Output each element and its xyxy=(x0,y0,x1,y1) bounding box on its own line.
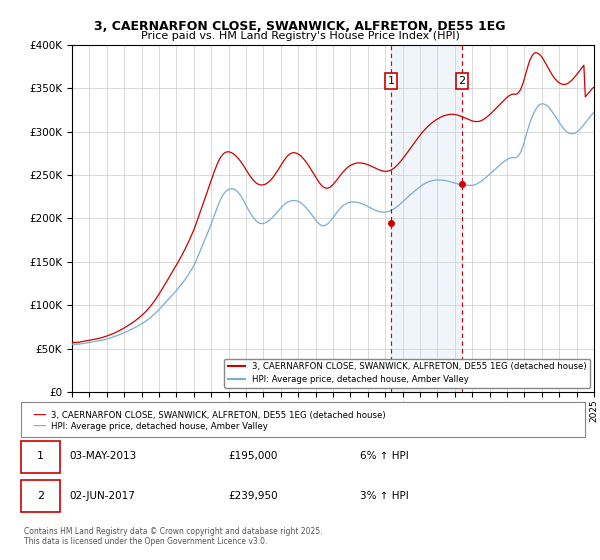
Text: £195,000: £195,000 xyxy=(228,451,277,461)
Legend: 3, CAERNARFON CLOSE, SWANWICK, ALFRETON, DE55 1EG (detached house), HPI: Average: 3, CAERNARFON CLOSE, SWANWICK, ALFRETON,… xyxy=(224,358,590,388)
Text: 3, CAERNARFON CLOSE, SWANWICK, ALFRETON, DE55 1EG (detached house): 3, CAERNARFON CLOSE, SWANWICK, ALFRETON,… xyxy=(51,411,386,420)
Text: 2: 2 xyxy=(458,76,466,86)
Text: 3, CAERNARFON CLOSE, SWANWICK, ALFRETON, DE55 1EG: 3, CAERNARFON CLOSE, SWANWICK, ALFRETON,… xyxy=(94,20,506,32)
Text: —: — xyxy=(32,409,46,422)
Text: £239,950: £239,950 xyxy=(228,491,278,501)
Text: 1: 1 xyxy=(37,451,44,461)
Text: 03-MAY-2013: 03-MAY-2013 xyxy=(69,451,136,461)
Bar xyxy=(391,45,462,392)
Text: Contains HM Land Registry data © Crown copyright and database right 2025.
This d: Contains HM Land Registry data © Crown c… xyxy=(24,526,323,546)
Text: Price paid vs. HM Land Registry's House Price Index (HPI): Price paid vs. HM Land Registry's House … xyxy=(140,31,460,41)
Text: 3% ↑ HPI: 3% ↑ HPI xyxy=(360,491,409,501)
Text: 6% ↑ HPI: 6% ↑ HPI xyxy=(360,451,409,461)
Text: 1: 1 xyxy=(388,76,394,86)
Text: 2: 2 xyxy=(37,491,44,501)
Text: —: — xyxy=(32,420,46,433)
Text: HPI: Average price, detached house, Amber Valley: HPI: Average price, detached house, Ambe… xyxy=(51,422,268,431)
Text: 02-JUN-2017: 02-JUN-2017 xyxy=(69,491,135,501)
